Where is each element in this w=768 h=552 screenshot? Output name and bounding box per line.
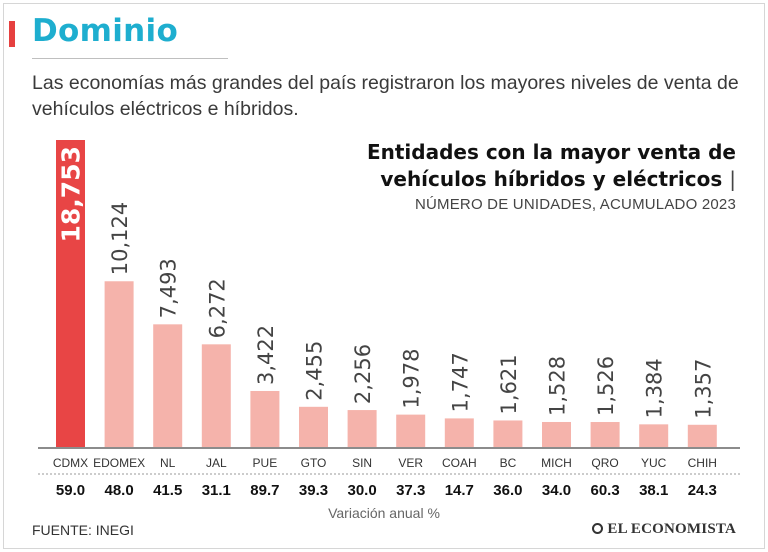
value-label: 1,526 <box>594 356 618 416</box>
infographic-frame <box>3 3 765 549</box>
bar-pue <box>250 390 280 447</box>
value-label: 3,422 <box>254 325 278 385</box>
bar-sin <box>347 410 377 447</box>
category-label: GTO <box>301 456 327 470</box>
category-label: EDOMEX <box>93 456 145 470</box>
brand-logo: EL ECONOMISTA <box>592 521 736 538</box>
value-label: 1,384 <box>643 358 667 418</box>
chart-title-line-2: vehículos híbridos y eléctricos <box>380 167 723 191</box>
chart-title-pipe: | <box>729 167 736 191</box>
value-label: 10,124 <box>108 202 132 275</box>
annual-change-value: 31.1 <box>202 482 231 499</box>
category-label: MICH <box>541 456 572 470</box>
value-label: 2,256 <box>351 344 375 404</box>
category-label: COAH <box>442 456 477 470</box>
bar-gto <box>299 406 328 447</box>
bar-ver <box>396 414 426 447</box>
annual-change-value: 38.1 <box>639 482 668 499</box>
bar-jal <box>201 344 231 447</box>
bar-yuc <box>639 424 669 447</box>
bar-cdmx <box>56 140 85 447</box>
annual-change-value: 59.0 <box>56 482 85 499</box>
section-title: Dominio <box>32 13 179 49</box>
annual-change-value: 24.3 <box>688 482 717 499</box>
subtitle: Las economías más grandes del país regis… <box>32 72 739 120</box>
bar-coah <box>444 418 474 447</box>
section-accent-bar <box>9 21 15 47</box>
value-label: 1,621 <box>497 354 521 414</box>
value-label: 1,978 <box>400 348 424 408</box>
category-label: JAL <box>206 456 227 470</box>
category-label: NL <box>160 456 176 470</box>
bar-edomex <box>104 281 134 447</box>
category-label: QRO <box>591 456 618 470</box>
annual-change-label: Variación anual % <box>328 505 440 521</box>
annual-change-value: 36.0 <box>493 482 522 499</box>
annual-change-value: 37.3 <box>396 482 425 499</box>
category-label: YUC <box>641 456 667 470</box>
chart-title: Entidades con la mayor venta de vehículo… <box>367 139 736 193</box>
annual-change-value: 41.5 <box>153 482 182 499</box>
source-note: FUENTE: INEGI <box>32 522 134 538</box>
category-label: BC <box>500 456 517 470</box>
category-label: VER <box>398 456 423 470</box>
bar-qro <box>590 422 620 447</box>
bar-bc <box>493 420 523 447</box>
value-label: 6,272 <box>205 278 229 338</box>
category-label: PUE <box>253 456 278 470</box>
value-label: 18,753 <box>57 146 86 242</box>
category-label: CHIH <box>688 456 717 470</box>
brand-circle-icon <box>592 523 604 534</box>
value-label: 7,493 <box>157 258 181 318</box>
annual-change-value: 60.3 <box>590 482 619 499</box>
annual-change-value: 89.7 <box>250 482 279 499</box>
category-label: SIN <box>352 456 372 470</box>
value-label: 1,357 <box>691 359 715 419</box>
annual-change-value: 30.0 <box>347 482 376 499</box>
chart-units: NÚMERO DE UNIDADES, ACUMULADO 2023 <box>414 196 736 213</box>
annual-change-value: 48.0 <box>104 482 133 499</box>
section-divider <box>32 58 228 59</box>
bar-chih <box>687 424 717 447</box>
value-label: 2,455 <box>303 341 327 401</box>
annual-change-value: 14.7 <box>445 482 474 499</box>
brand-name: EL ECONOMISTA <box>607 521 736 537</box>
chart-title-line-1: Entidades con la mayor venta de <box>366 140 736 164</box>
category-label: CDMX <box>53 456 88 470</box>
annual-change-value: 34.0 <box>542 482 571 499</box>
bar-nl <box>153 324 183 447</box>
value-label: 1,747 <box>448 352 472 412</box>
value-label: 1,528 <box>546 356 570 416</box>
annual-change-value: 39.3 <box>299 482 328 499</box>
bar-mich <box>542 421 571 447</box>
